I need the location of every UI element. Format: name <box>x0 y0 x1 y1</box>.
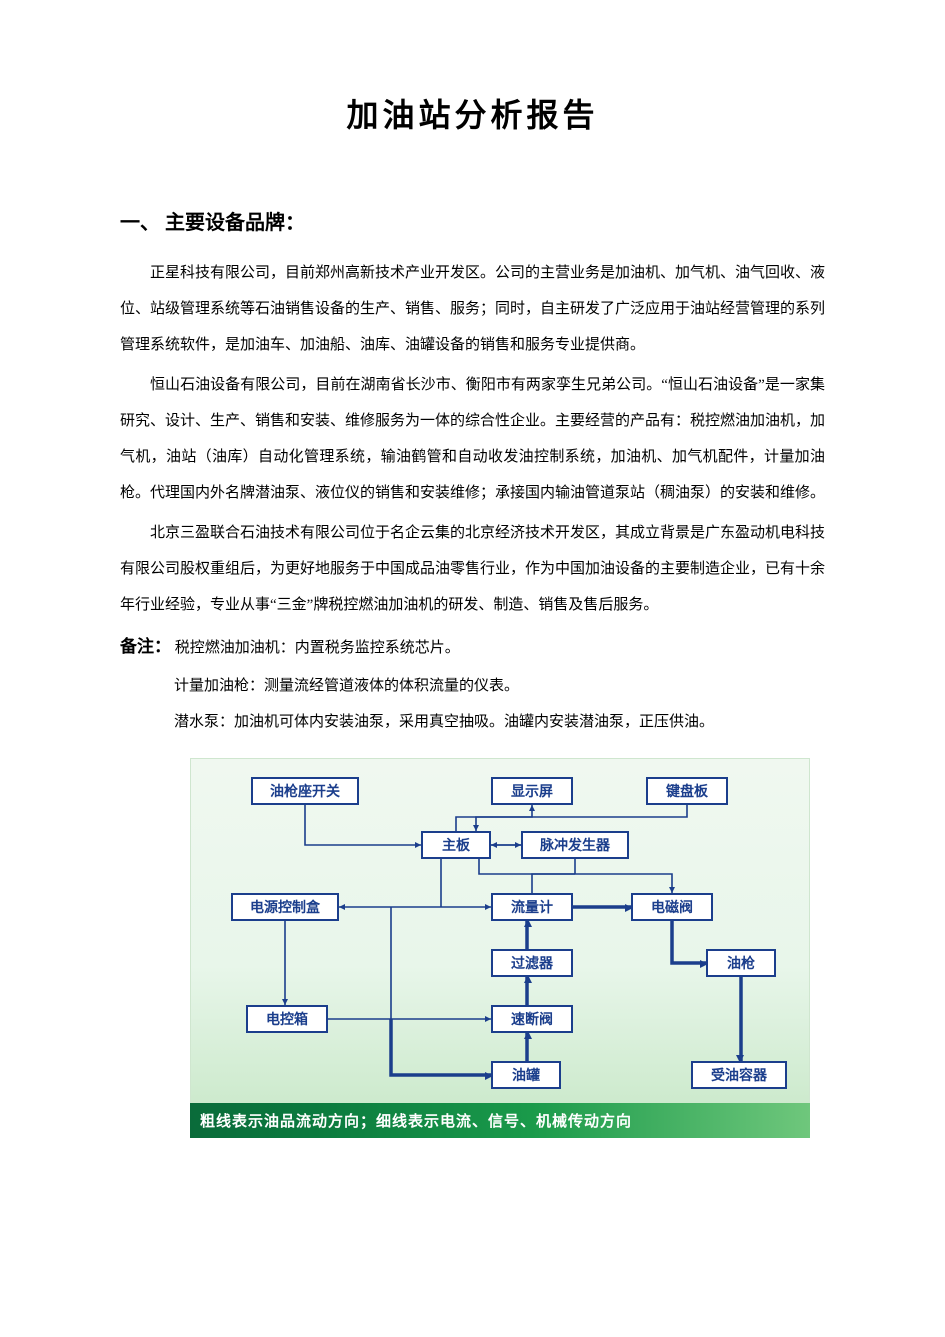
note-line-1: 税控燃油加油机：内置税务监控系统芯片。 <box>175 640 460 656</box>
page-title: 加油站分析报告 <box>120 90 825 136</box>
section-heading-1: 一、 主要设备品牌： <box>120 206 825 235</box>
flowchart-node: 受油容器 <box>691 1061 787 1089</box>
paragraph-3: 北京三盈联合石油技术有限公司位于名企云集的北京经济技术开发区，其成立背景是广东盈… <box>120 515 825 623</box>
note-label: 备注： <box>120 637 171 656</box>
flowchart-node: 油枪 <box>706 949 776 977</box>
flowchart-node: 流量计 <box>491 893 573 921</box>
flowchart-node: 油枪座开关 <box>251 777 359 805</box>
flowchart: 油枪座开关 显示屏 键盘板主板 脉冲发生器电源控制盒 流量计 电磁阀过滤器 油枪电控箱 速断阀… <box>190 758 810 1103</box>
flowchart-node: 脉冲发生器 <box>521 831 629 859</box>
flowchart-container: 油枪座开关 显示屏 键盘板主板 脉冲发生器电源控制盒 流量计 电磁阀过滤器 油枪电控箱 速断阀… <box>190 758 810 1138</box>
paragraph-2: 恒山石油设备有限公司，目前在湖南省长沙市、衡阳市有两家孪生兄弟公司。“恒山石油设… <box>120 367 825 511</box>
note-line-2: 计量加油枪：测量流经管道液体的体积流量的仪表。 <box>120 668 825 704</box>
flowchart-node: 显示屏 <box>491 777 573 805</box>
paragraph-1: 正星科技有限公司，目前郑州高新技术产业开发区。公司的主营业务是加油机、加气机、油… <box>120 255 825 363</box>
flowchart-node: 电控箱 <box>246 1005 328 1033</box>
flowchart-node: 速断阀 <box>491 1005 573 1033</box>
flowchart-edges <box>191 759 811 1104</box>
flowchart-node: 电源控制盒 <box>231 893 339 921</box>
flowchart-node: 过滤器 <box>491 949 573 977</box>
flowchart-node: 主板 <box>421 831 491 859</box>
flowchart-node: 油罐 <box>491 1061 561 1089</box>
flowchart-legend: 粗线表示油品流动方向；细线表示电流、信号、机械传动方向 <box>190 1103 810 1138</box>
flowchart-node: 电磁阀 <box>631 893 713 921</box>
note-line-3: 潜水泵：加油机可体内安装油泵，采用真空抽吸。油罐内安装潜油泵，正压供油。 <box>120 704 825 740</box>
note-block: 备注： 税控燃油加油机：内置税务监控系统芯片。 计量加油枪：测量流经管道液体的体… <box>120 627 825 740</box>
flowchart-node: 键盘板 <box>646 777 728 805</box>
